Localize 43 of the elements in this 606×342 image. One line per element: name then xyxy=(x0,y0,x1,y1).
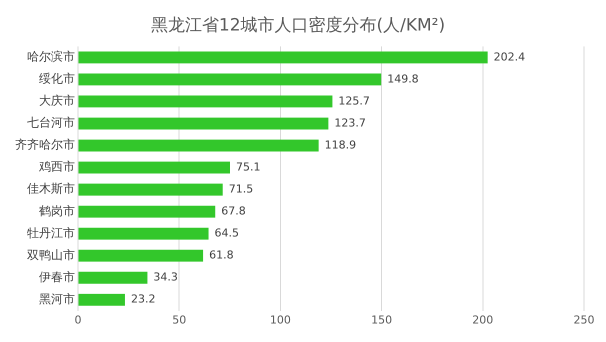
bar xyxy=(78,96,332,108)
y-tick-label: 绥化市 xyxy=(39,72,75,86)
data-label: 61.8 xyxy=(209,248,234,262)
x-tick-label: 50 xyxy=(172,313,186,326)
x-tick-label: 200 xyxy=(472,313,494,326)
data-label: 34.3 xyxy=(153,270,178,284)
bar xyxy=(78,250,204,262)
bar xyxy=(78,206,216,218)
data-label: 125.7 xyxy=(338,94,370,108)
x-tick-label: 250 xyxy=(574,313,594,326)
bar xyxy=(78,118,328,130)
y-tick-label: 鸡西市 xyxy=(38,160,75,174)
bar xyxy=(78,294,125,306)
y-tick-label: 齐齐哈尔市 xyxy=(15,138,75,152)
bar xyxy=(78,272,148,284)
bar xyxy=(78,51,488,64)
data-label: 64.5 xyxy=(214,226,240,240)
bar xyxy=(78,228,209,240)
data-label: 149.8 xyxy=(387,72,419,86)
data-label: 71.5 xyxy=(228,182,254,196)
x-tick-label: 100 xyxy=(270,313,291,326)
bar xyxy=(78,184,223,196)
data-label: 123.7 xyxy=(334,116,366,130)
y-tick-label: 牡丹江市 xyxy=(27,226,75,240)
y-tick-label: 鹤岗市 xyxy=(39,204,75,218)
x-tick-label: 0 xyxy=(74,313,82,326)
bar xyxy=(78,140,319,152)
data-label: 23.2 xyxy=(130,292,156,306)
bar xyxy=(78,74,382,86)
y-tick-label: 哈尔滨市 xyxy=(27,50,75,64)
chart-title: 黑龙江省12城市人口密度分布(人/KM²) xyxy=(150,16,446,36)
x-tick-label: 150 xyxy=(371,313,392,326)
y-tick-label: 大庆市 xyxy=(39,94,75,108)
y-tick-label: 伊春市 xyxy=(39,270,75,284)
y-tick-label: 黑河市 xyxy=(39,292,75,306)
data-label: 75.1 xyxy=(236,160,260,174)
bar xyxy=(78,162,230,174)
y-tick-label: 双鸭山市 xyxy=(27,248,75,262)
data-label: 67.8 xyxy=(221,204,246,218)
data-label: 202.4 xyxy=(494,50,526,64)
y-tick-label: 七台河市 xyxy=(27,116,75,130)
data-label: 118.9 xyxy=(324,138,356,152)
y-tick-label: 佳木斯市 xyxy=(27,182,75,196)
